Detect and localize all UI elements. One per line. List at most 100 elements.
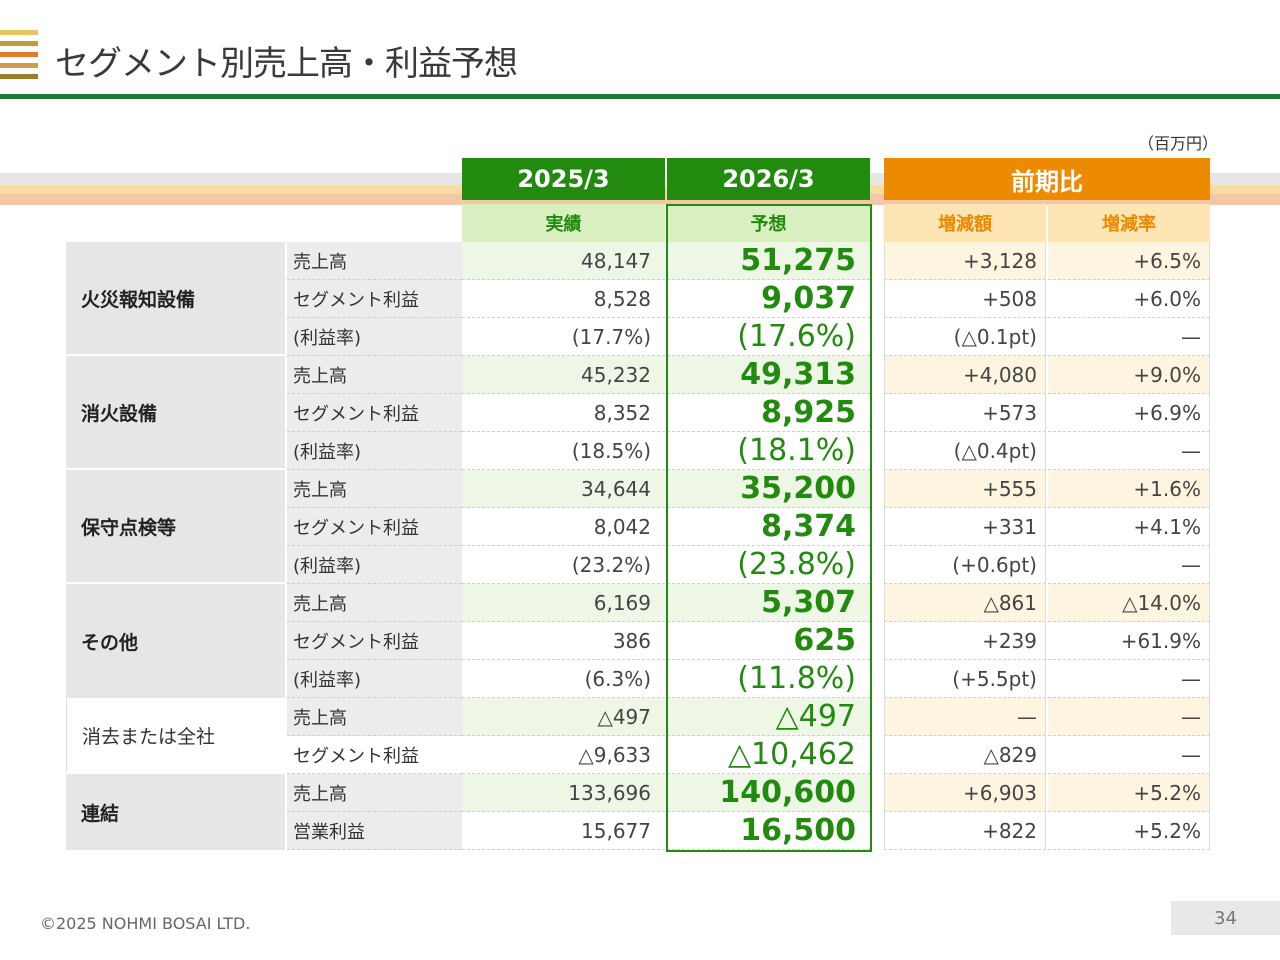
change-amount-value: +4,080 <box>884 356 1046 394</box>
actual-value: △497 <box>462 698 665 736</box>
forecast-value: 625 <box>667 622 870 660</box>
forecast-value: 140,600 <box>667 774 870 812</box>
row-item-label: セグメント利益 <box>287 508 462 546</box>
change-amount-value: +555 <box>884 470 1046 508</box>
row-item-label: (利益率) <box>287 660 462 698</box>
table-row: セグメント利益 8,528 9,037 +508 +6.0% <box>0 280 1280 318</box>
forecast-value: 8,374 <box>667 508 870 546</box>
change-rate-value: +6.5% <box>1048 242 1210 280</box>
segment-name: その他 <box>66 584 285 698</box>
change-rate-value: +9.0% <box>1048 356 1210 394</box>
change-amount-value: (△0.1pt) <box>884 318 1046 356</box>
table-row: セグメント利益 8,352 8,925 +573 +6.9% <box>0 394 1280 432</box>
table-row: 売上高 △497 △497— — <box>0 698 1280 736</box>
actual-value: 386 <box>462 622 665 660</box>
row-item-label: 売上高 <box>287 698 462 736</box>
change-rate-value: +6.0% <box>1048 280 1210 318</box>
change-rate-value: — <box>1048 432 1210 470</box>
change-rate-value: +1.6% <box>1048 470 1210 508</box>
change-amount-value: — <box>884 698 1046 736</box>
table-row: 売上高 6,169 5,307 △861 △14.0% <box>0 584 1280 622</box>
table-row: (利益率) (17.7%) (17.6%) (△0.1pt) — <box>0 318 1280 356</box>
unit-label: （百万円） <box>1138 134 1219 153</box>
row-item-label: 営業利益 <box>287 812 462 850</box>
page-title: セグメント別売上高・利益予想 <box>55 44 518 84</box>
row-item-label: セグメント利益 <box>287 736 462 774</box>
change-rate-value: +5.2% <box>1048 774 1210 812</box>
change-rate-value: — <box>1048 546 1210 584</box>
change-amount-value: +508 <box>884 280 1046 318</box>
actual-value: (6.3%) <box>462 660 665 698</box>
row-item-label: (利益率) <box>287 546 462 584</box>
subheader-change-amount: 増減額 <box>884 204 1046 242</box>
forecast-value: △10,462 <box>667 736 870 774</box>
forecast-value: (18.1%) <box>667 432 870 470</box>
change-amount-value: +822 <box>884 812 1046 850</box>
actual-value: 45,232 <box>462 356 665 394</box>
change-rate-value: +61.9% <box>1048 622 1210 660</box>
forecast-value: (11.8%) <box>667 660 870 698</box>
table-row: セグメント利益 386 625 +239 +61.9% <box>0 622 1280 660</box>
page-number: 34 <box>1171 901 1280 935</box>
actual-value: (23.2%) <box>462 546 665 584</box>
row-item-label: 売上高 <box>287 774 462 812</box>
forecast-value: 9,037 <box>667 280 870 318</box>
forecast-value: 51,275 <box>667 242 870 280</box>
change-rate-value: +6.9% <box>1048 394 1210 432</box>
table-row: セグメント利益 △9,633 △10,462 △829— <box>0 736 1280 774</box>
table-row: 売上高 133,696 140,600 +6,903 +5.2% <box>0 774 1280 812</box>
change-rate-value: △14.0% <box>1048 584 1210 622</box>
actual-value: 6,169 <box>462 584 665 622</box>
segment-name: 保守点検等 <box>66 470 285 582</box>
header-fy2026: 2026/3 <box>667 158 870 200</box>
actual-value: 8,352 <box>462 394 665 432</box>
change-rate-value: +5.2% <box>1048 812 1210 850</box>
forecast-value: △497 <box>667 698 870 736</box>
row-item-label: 売上高 <box>287 242 462 280</box>
row-item-label: (利益率) <box>287 318 462 356</box>
actual-value: 15,677 <box>462 812 665 850</box>
forecast-value: (17.6%) <box>667 318 870 356</box>
change-amount-value: +6,903 <box>884 774 1046 812</box>
table-row: (利益率) (18.5%) (18.1%) (△0.4pt) — <box>0 432 1280 470</box>
actual-value: △9,633 <box>462 736 665 774</box>
subheader-forecast: 予想 <box>667 204 870 242</box>
change-rate-value: — <box>1048 698 1210 736</box>
table-row: セグメント利益 8,042 8,374 +331 +4.1% <box>0 508 1280 546</box>
change-amount-value: △861 <box>884 584 1046 622</box>
change-amount-value: (△0.4pt) <box>884 432 1046 470</box>
change-amount-value: +331 <box>884 508 1046 546</box>
table-row: 売上高 34,644 35,200 +555 +1.6% <box>0 470 1280 508</box>
row-item-label: 売上高 <box>287 470 462 508</box>
row-item-label: 売上高 <box>287 584 462 622</box>
header-fy2025: 2025/3 <box>462 158 665 200</box>
table-row: 営業利益 15,677 16,500 +822 +5.2% <box>0 812 1280 850</box>
forecast-value: 49,313 <box>667 356 870 394</box>
actual-value: 8,528 <box>462 280 665 318</box>
change-amount-value: +239 <box>884 622 1046 660</box>
change-amount-value: (+0.6pt) <box>884 546 1046 584</box>
row-item-label: セグメント利益 <box>287 394 462 432</box>
title-rule <box>0 94 1280 99</box>
row-item-label: セグメント利益 <box>287 622 462 660</box>
row-item-label: (利益率) <box>287 432 462 470</box>
segment-name: 連結 <box>66 774 285 850</box>
actual-value: (18.5%) <box>462 432 665 470</box>
change-amount-value: (+5.5pt) <box>884 660 1046 698</box>
row-item-label: セグメント利益 <box>287 280 462 318</box>
actual-value: 48,147 <box>462 242 665 280</box>
change-rate-value: — <box>1048 736 1210 774</box>
subheader-change-rate: 増減率 <box>1048 204 1210 242</box>
actual-value: (17.7%) <box>462 318 665 356</box>
change-amount-value: △829 <box>884 736 1046 774</box>
logo-stripes <box>0 30 38 85</box>
change-rate-value: — <box>1048 660 1210 698</box>
table-row: (利益率) (6.3%) (11.8%) (+5.5pt) — <box>0 660 1280 698</box>
actual-value: 133,696 <box>462 774 665 812</box>
segment-name: 消去または全社 <box>66 698 285 772</box>
change-amount-value: +573 <box>884 394 1046 432</box>
change-rate-value: — <box>1048 318 1210 356</box>
row-item-label: 売上高 <box>287 356 462 394</box>
forecast-value: 8,925 <box>667 394 870 432</box>
actual-value: 34,644 <box>462 470 665 508</box>
